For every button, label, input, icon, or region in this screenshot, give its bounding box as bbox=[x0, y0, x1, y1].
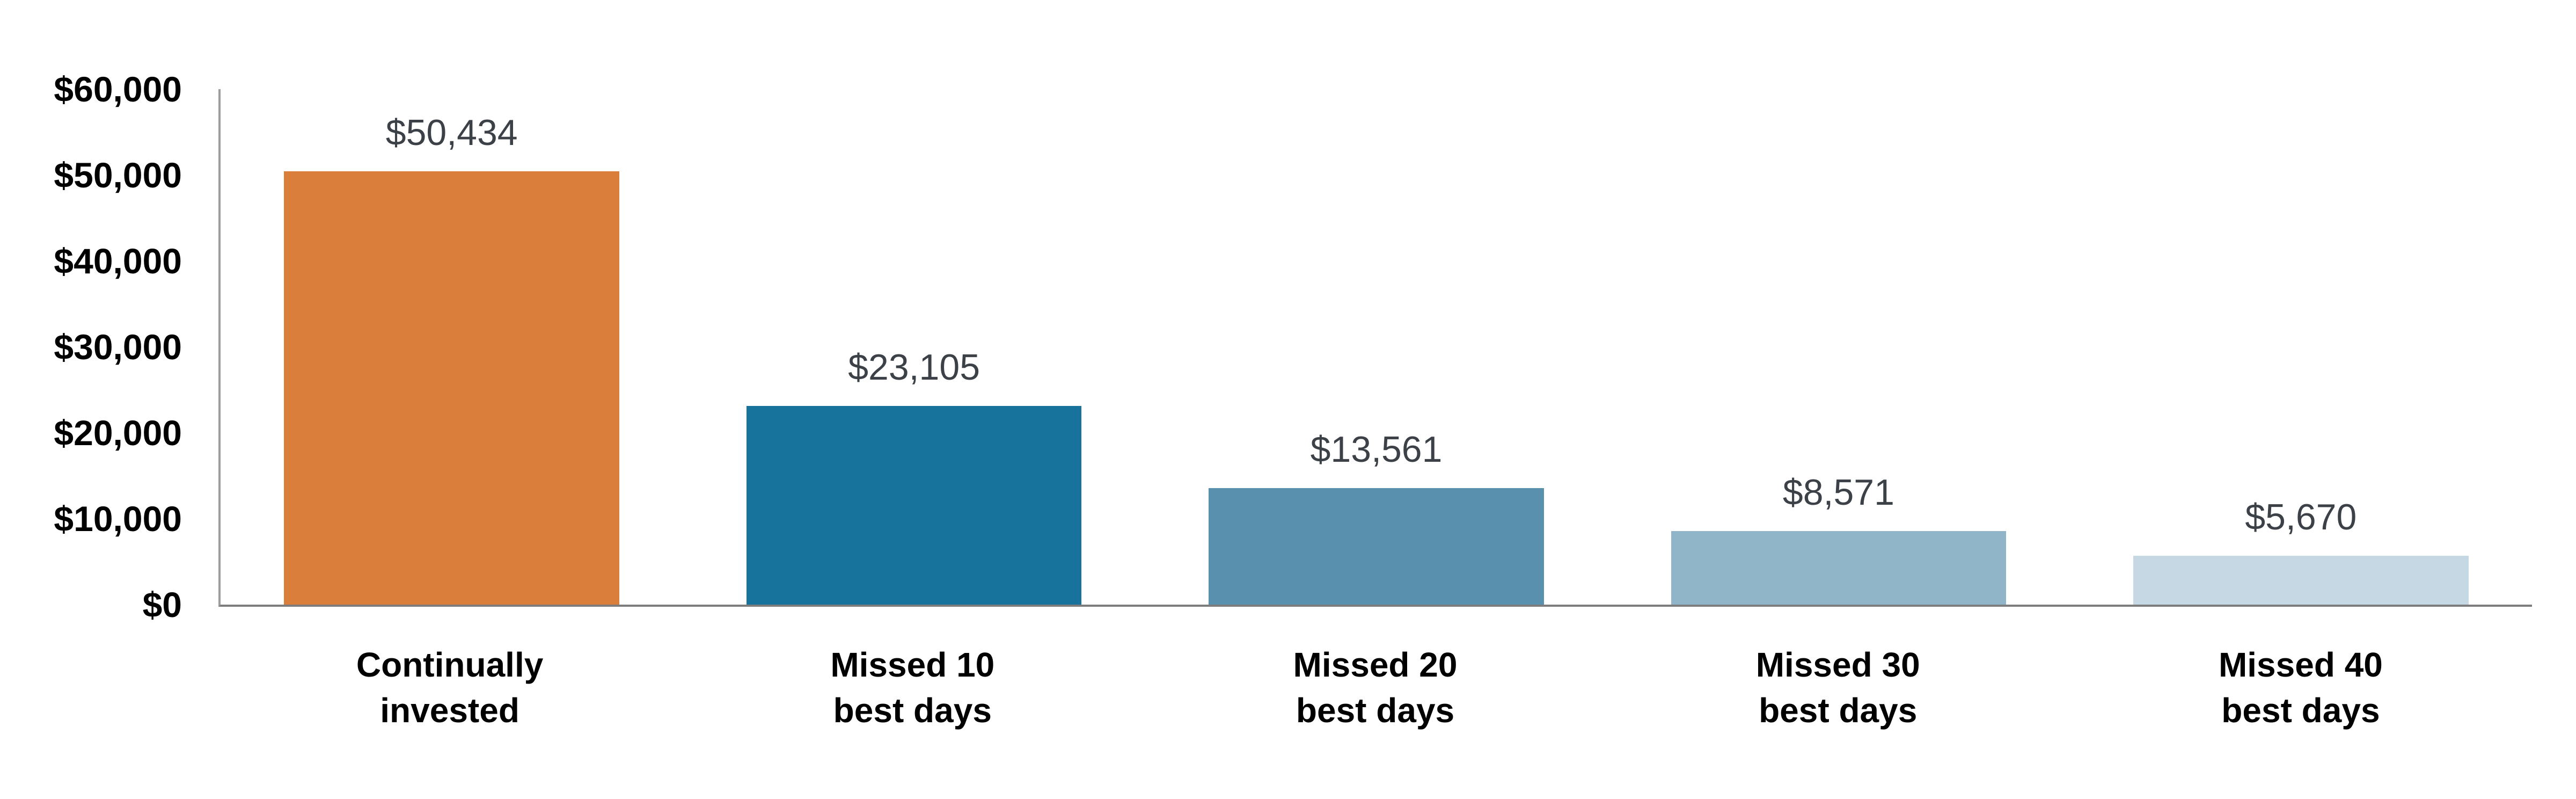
bar-value-label: $23,105 bbox=[848, 347, 980, 388]
x-category-label: Missed 40 best days bbox=[2218, 645, 2383, 730]
x-axis-label-row: Continually invested Missed 10 best days M… bbox=[218, 642, 2532, 733]
y-axis-tick-layer: $0 $10,000 $20,000 $30,000 $40,000 $50,000 $60… bbox=[5, 71, 182, 622]
bar-value-label: $8,571 bbox=[1782, 471, 1894, 513]
bar-group: $8,571 bbox=[1607, 89, 2069, 605]
bar-2 bbox=[746, 406, 1082, 605]
y-tick-label: $10,000 bbox=[54, 499, 182, 539]
bar-3 bbox=[1209, 488, 1544, 605]
bar-group: $13,561 bbox=[1145, 89, 1607, 605]
bar-value-label: $50,434 bbox=[385, 112, 518, 154]
y-tick-label: $60,000 bbox=[54, 69, 182, 109]
bar-group: $5,670 bbox=[2070, 89, 2532, 605]
y-tick-label: $0 bbox=[142, 585, 182, 624]
bar-group: $23,105 bbox=[683, 89, 1145, 605]
y-tick-label: $50,000 bbox=[54, 155, 182, 195]
x-category-label: Missed 10 best days bbox=[830, 645, 995, 730]
x-category-label: Missed 20 best days bbox=[1293, 645, 1458, 730]
bars-layer: $50,434 $23,105 $13,561 $8,571 $5,670 bbox=[221, 89, 2532, 605]
bar-4 bbox=[1671, 531, 2007, 605]
bar-value-label: $5,670 bbox=[2245, 497, 2357, 538]
bar-value-label: $13,561 bbox=[1310, 429, 1443, 470]
x-category-label: Continually invested bbox=[356, 645, 544, 730]
y-tick-label: $20,000 bbox=[54, 413, 182, 453]
y-tick-label: $40,000 bbox=[54, 241, 182, 281]
bar-group: $50,434 bbox=[221, 89, 683, 605]
y-tick-label: $30,000 bbox=[54, 327, 182, 367]
bar-1 bbox=[284, 171, 619, 605]
bar-5 bbox=[2133, 556, 2469, 605]
x-category-label: Missed 30 best days bbox=[1755, 645, 1920, 730]
plot-area: $0 $10,000 $20,000 $30,000 $40,000 $50,000 $60… bbox=[54, 71, 2532, 622]
